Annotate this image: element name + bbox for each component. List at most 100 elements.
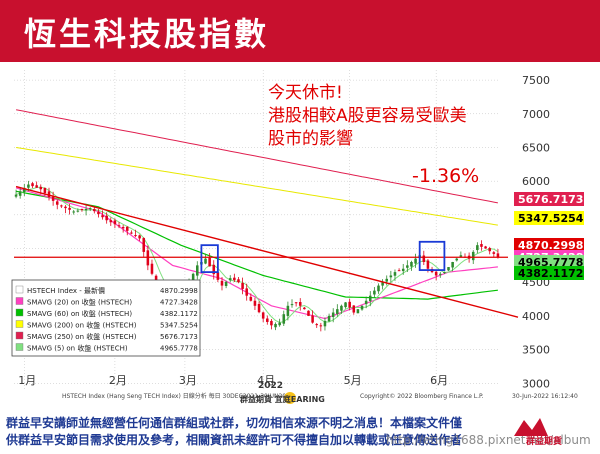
legend-label: SMAVG (5) on 收盤 (HSTECH) — [27, 344, 128, 353]
candle-body — [303, 307, 306, 310]
candle-body — [373, 290, 376, 295]
candle-body — [253, 300, 257, 306]
candle — [117, 222, 121, 229]
header-banner: 恆生科技股指數 — [0, 0, 600, 62]
legend-item: SMAVG (200) on 收盤 (HSTECH) 5347.5254 — [15, 320, 198, 330]
candle-body — [426, 260, 430, 269]
candle-body — [196, 265, 199, 276]
candle — [303, 306, 306, 310]
price-label-text: 4965.7778 — [518, 256, 583, 269]
candle — [125, 226, 129, 236]
candle-body — [68, 207, 71, 210]
candle — [266, 315, 269, 325]
candle-body — [360, 305, 364, 310]
candle — [439, 271, 442, 278]
candle — [298, 298, 302, 311]
legend-value: 5676.7173 — [160, 333, 198, 341]
ma60-line — [15, 190, 498, 300]
candle — [352, 305, 356, 315]
candle-body — [18, 191, 22, 196]
candle — [101, 210, 104, 220]
candle — [331, 308, 335, 323]
candle-body — [298, 302, 302, 306]
footer — [0, 412, 600, 452]
candle-body — [484, 246, 487, 249]
candle-body — [364, 300, 368, 305]
chart-source-text: HSTECH Index (Hang Seng TECH Index) 日線分析… — [62, 392, 294, 400]
candle — [406, 260, 409, 273]
candle — [389, 270, 393, 283]
x-tick-label: 4月 — [257, 374, 275, 387]
price-label-bg — [514, 192, 584, 206]
candle-body — [233, 277, 236, 281]
candle-body — [35, 185, 38, 188]
price-label-text: 5676.7173 — [518, 193, 583, 206]
candle — [228, 275, 232, 283]
candle — [150, 259, 154, 276]
legend-swatch — [15, 320, 24, 328]
candle — [480, 240, 483, 251]
candle — [455, 257, 459, 262]
event-logo: 2022 群益期貨 宜庭EARING — [239, 381, 325, 404]
candle-body — [331, 312, 335, 317]
x-tick-label: 1月 — [18, 374, 36, 387]
candle — [261, 311, 265, 323]
candle-body — [224, 281, 228, 286]
legend-item: SMAVG (250) on 收盤 (HSTECH) 5676.7173 — [15, 331, 198, 341]
candle-body — [274, 323, 277, 328]
candle-body — [27, 184, 30, 188]
chart-area: 3000350040004500500055006000650070007500… — [0, 62, 600, 412]
chart-copyright-text: Copyright© 2022 Bloomberg Finance L.P. — [360, 393, 484, 400]
candle — [307, 310, 310, 316]
legend-value: 4965.7778 — [160, 345, 198, 353]
ma200-line — [16, 147, 498, 226]
candle-body — [307, 310, 310, 316]
highlight-box — [418, 240, 446, 271]
candle-body — [43, 187, 47, 194]
candle-body — [249, 296, 253, 301]
candle — [220, 276, 224, 291]
y-tick-label: 7000 — [522, 108, 550, 121]
candle-body — [278, 322, 281, 326]
candle-body — [216, 272, 220, 280]
candle — [393, 269, 397, 281]
candle — [348, 298, 351, 311]
candle — [72, 209, 75, 215]
y-tick-label: 4000 — [522, 310, 550, 323]
candle — [31, 181, 34, 189]
candle-body — [76, 210, 80, 212]
trendline — [15, 185, 519, 318]
candle-body — [51, 196, 55, 201]
candle — [319, 322, 323, 332]
candle-body — [327, 315, 331, 322]
legend-swatch — [15, 331, 24, 340]
candle-body — [476, 245, 479, 251]
legend-label: SMAVG (250) on 收盤 (HSTECH) — [27, 332, 137, 341]
candle-body — [97, 211, 100, 215]
candle-body — [282, 314, 286, 324]
candle-body — [84, 208, 88, 211]
brand-logo-icon — [514, 418, 548, 436]
candle-body — [315, 324, 318, 326]
candle — [344, 302, 347, 309]
candle-body — [154, 275, 158, 283]
legend-item: HSTECH Index - 最新價 4870.2998 — [15, 285, 198, 295]
y-tick-label: 7500 — [522, 74, 550, 87]
candle — [451, 261, 454, 272]
candle-body — [64, 206, 67, 209]
candle — [35, 181, 38, 188]
candle-body — [241, 282, 244, 289]
x-tick-label: 3月 — [179, 374, 197, 387]
page-title: 恆生科技股指數 — [24, 15, 270, 53]
brand-name: 群益期貨 — [526, 437, 563, 447]
candle — [381, 279, 384, 290]
brand-logo: 群益期貨 — [508, 414, 596, 450]
price-label: 4382.1172 — [514, 266, 584, 280]
price-label: 4870.2998 — [514, 238, 584, 252]
event-year: 2022 — [258, 381, 283, 391]
y-tick-label: 3000 — [522, 377, 550, 390]
candle — [270, 318, 273, 330]
candle — [88, 207, 92, 212]
candle-body — [23, 187, 26, 192]
ma250-line — [16, 109, 498, 204]
